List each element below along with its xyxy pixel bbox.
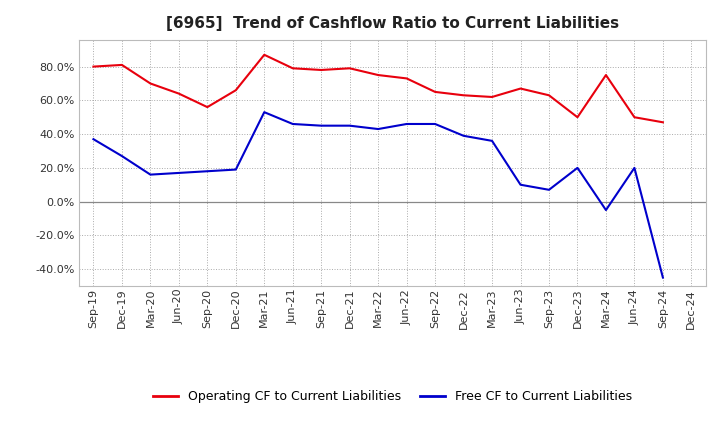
Legend: Operating CF to Current Liabilities, Free CF to Current Liabilities: Operating CF to Current Liabilities, Fre… [148, 385, 637, 408]
Title: [6965]  Trend of Cashflow Ratio to Current Liabilities: [6965] Trend of Cashflow Ratio to Curren… [166, 16, 619, 32]
